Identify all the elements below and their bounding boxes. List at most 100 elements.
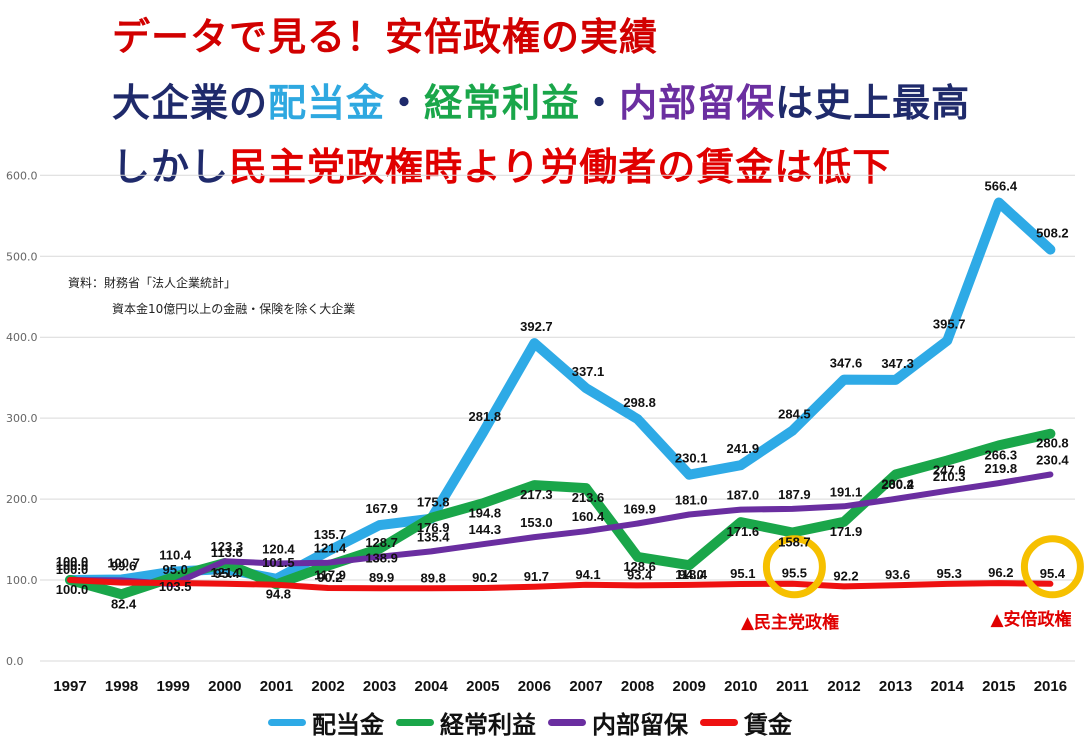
legend-swatch [548,718,586,726]
data-label: 241.9 [727,441,760,456]
legend-label: 内部留保 [592,710,688,739]
annotation-label: ▲民主党政権 [741,612,839,633]
data-label: 176.9 [417,520,450,535]
y-tick-label: 400.0 [6,331,38,344]
title-segment: 配当金 [268,81,386,125]
gridlines [40,174,1075,662]
data-label: 90.2 [472,570,497,585]
x-tick-label: 1997 [53,678,86,695]
data-label: 89.8 [421,570,446,585]
data-label: 117.9 [314,568,346,583]
x-tick-label: 2001 [260,678,293,695]
data-label: 121.4 [314,541,347,556]
y-tick-label: 100.0 [6,574,38,587]
data-label: 100.0 [56,558,89,573]
data-label: 247.6 [933,463,966,478]
data-label: 95.0 [163,562,188,577]
legend-swatch [268,718,306,726]
title-segment: 民主党政権時より労働者の賃金は低下 [229,145,892,189]
data-label: 128.6 [623,559,656,574]
title-segment: ・ [385,81,425,125]
data-label: 101.5 [262,555,295,570]
data-label: 171.9 [830,524,863,539]
data-label: 93.6 [885,567,910,582]
data-label: 113.6 [211,545,243,560]
y-axis-ticks: 0.0 100.0 200.0 300.0 400.0 500.0 600.0 [6,169,38,668]
title-segment: 内部留保 [619,81,776,125]
x-tick-label: 2007 [569,678,602,695]
data-label: 95.4 [1040,566,1066,581]
y-tick-label: 300.0 [6,412,38,425]
x-tick-label: 2005 [466,678,499,695]
x-tick-label: 2009 [673,678,706,695]
data-label: 100.0 [56,582,89,597]
data-label: 120.4 [262,542,295,557]
data-label: 100.0 [56,562,89,577]
legend-swatch [700,718,738,726]
legend: 配当金 経常利益 内部留保 賃金 [268,703,828,741]
annotation-label: ▲安倍政権 [990,609,1071,630]
data-label: 213.6 [572,490,605,505]
data-label: 171.6 [727,524,760,539]
data-label: 91.7 [524,569,549,584]
data-label: 281.8 [469,409,502,424]
title-segment: データで見る！安倍政権の実績 [112,15,659,59]
data-label: 230.4 [1036,452,1069,467]
y-tick-label: 500.0 [6,250,38,263]
data-label: 217.3 [520,487,553,502]
data-label: 200.2 [881,477,914,492]
x-tick-label: 2014 [931,678,965,695]
y-tick-label: 600.0 [6,169,38,182]
data-label: 194.8 [469,505,502,520]
data-label: 103.5 [159,579,192,594]
legend-item: 内部留保 [548,705,688,740]
title-segment: 大企業の [112,81,269,125]
data-label: 395.7 [933,317,966,332]
data-label: 337.1 [572,364,605,379]
x-tick-label: 2008 [621,678,654,695]
annotations: ▲民主党政権 ▲安倍政権 [741,609,1072,633]
data-label: 280.8 [1036,436,1069,451]
series-line-1 [65,428,1056,600]
series-line-2 [67,471,1054,588]
legend-label: 配当金 [312,710,384,739]
x-tick-label: 1998 [105,678,138,695]
series-line-0 [65,197,1056,585]
data-label: 94.0 [679,567,704,582]
data-label: 135.7 [314,527,347,542]
data-label: 128.7 [365,535,398,550]
x-axis-ticks: 1997 1998 1999 2000 2001 2002 2003 2004 2005 2006… [53,678,1067,695]
data-label: 118.4 [675,567,708,582]
title-line-2: 大企業の配当金・経常利益・内部留保は史上最高 [112,72,970,127]
title-line-1: データで見る！安倍政権の実績 [112,6,658,61]
title-segment: は史上最高 [775,81,971,125]
y-tick-label: 200.0 [6,493,38,506]
x-tick-label: 2010 [724,678,757,695]
data-label: 153.0 [520,515,553,530]
data-label: 121.0 [211,565,244,580]
x-tick-label: 2016 [1034,678,1067,695]
legend-label: 経常利益 [440,710,536,739]
title-segment: しかし [112,145,230,189]
data-label: 144.3 [469,522,502,537]
series-lines [65,197,1056,600]
data-label: 210.3 [933,469,966,484]
highlight-circle [1020,535,1084,599]
title-line-3: しかし民主党政権時より労働者の賃金は低下 [112,136,891,191]
x-tick-label: 2002 [311,678,344,695]
data-label: 508.2 [1036,226,1069,241]
data-label: 82.4 [111,596,137,611]
x-tick-label: 1999 [157,678,190,695]
highlight-circle [762,535,826,599]
data-label: 566.4 [985,178,1018,193]
data-label: 99.6 [111,558,136,573]
title-segment: ・ [580,81,620,125]
data-label: 100.0 [56,554,89,569]
data-label: 95.4 [214,566,240,581]
y-tick-label: 0.0 [6,655,24,668]
data-label: 95.1 [730,566,755,581]
data-label: 169.9 [623,501,656,516]
legend-item: 経常利益 [396,705,536,740]
x-tick-label: 2012 [827,678,860,695]
